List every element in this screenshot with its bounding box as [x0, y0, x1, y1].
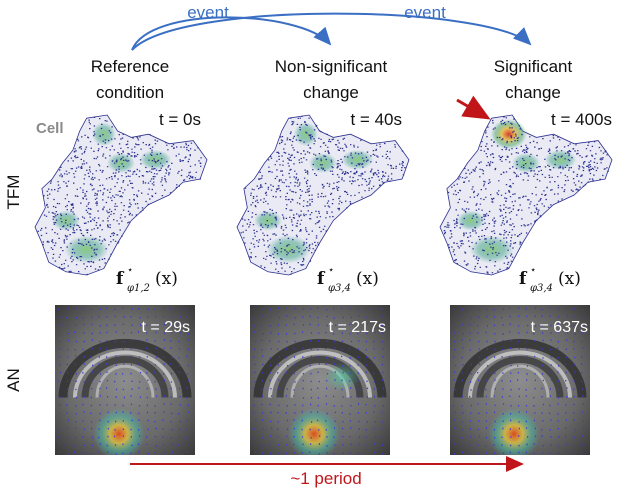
row-label-an: AN [4, 368, 23, 392]
svg-text:f: f [116, 269, 125, 289]
cell-label: Cell [36, 120, 64, 137]
force-blob [91, 122, 116, 147]
an-panels [55, 305, 590, 455]
tfm-time-2: t = 400s [551, 110, 612, 129]
an-hotspot [488, 408, 540, 455]
heading-significant-line2: change [505, 83, 561, 102]
tfm-panel-2 [439, 114, 613, 276]
an-grid-points [453, 307, 585, 455]
svg-text:φ1,2: φ1,2 [127, 283, 150, 294]
an-hotspot [288, 408, 340, 455]
tissue-fold [58, 338, 192, 398]
tissue-fold [476, 356, 564, 398]
force-blob [139, 149, 172, 170]
an-time-1: t = 217s [329, 319, 386, 336]
an-panel-0 [55, 305, 195, 455]
an-blob [324, 363, 360, 391]
force-blob [64, 235, 109, 264]
significant-change-pointer [456, 95, 491, 120]
column-headings: Reference condition Non-significant chan… [91, 57, 573, 102]
heading-reference-line2: condition [96, 83, 164, 102]
an-panel-1 [250, 305, 390, 455]
tfm-time-0: t = 0s [159, 110, 201, 129]
mesh-points [443, 116, 609, 274]
svg-text:f: f [317, 269, 326, 289]
svg-text:φ3,4: φ3,4 [328, 283, 351, 294]
cell-outline [439, 114, 613, 276]
svg-text:φ3,4: φ3,4 [530, 283, 553, 294]
cell-outline [236, 114, 410, 276]
event-arrow-2 [131, 12, 532, 51]
an-time-0: t = 29s [142, 319, 190, 336]
svg-text:⋆: ⋆ [127, 265, 133, 276]
tfm-time-1: t = 40s [350, 110, 402, 129]
heading-nonsignificant-line1: Non-significant [275, 57, 388, 76]
mesh-points [37, 116, 202, 276]
tissue-fold [81, 356, 169, 398]
force-blob [456, 210, 485, 231]
tissue-fold [253, 338, 387, 398]
event-arrows: event event [131, 3, 532, 51]
event-label-1: event [187, 3, 229, 22]
force-blob [266, 235, 311, 264]
tissue-fold [453, 338, 587, 398]
event-arrow-1 [131, 16, 332, 51]
heading-nonsignificant-line2: change [303, 83, 359, 102]
force-blob [544, 149, 577, 170]
tissue-fold [268, 350, 372, 398]
svg-text:(x): (x) [356, 269, 379, 289]
an-time-2: t = 637s [531, 319, 588, 336]
force-blob [341, 149, 374, 170]
an-grid-points [253, 307, 384, 455]
force-blob [293, 122, 318, 147]
tfm-panel-1 [236, 114, 410, 276]
tfm-panel-0 [34, 114, 208, 276]
tissue-fold [490, 364, 550, 398]
force-blob [107, 153, 135, 173]
svg-text:⋆: ⋆ [328, 265, 334, 276]
tissue-fold [73, 350, 177, 398]
an-panel-2 [450, 305, 590, 455]
formula-2: f ⋆ φ3,4 (x) [519, 265, 581, 294]
row-label-tfm: TFM [4, 175, 23, 210]
force-blob [309, 153, 337, 173]
an-grid-points [58, 307, 190, 455]
svg-text:(x): (x) [558, 269, 581, 289]
formula-0: f ⋆ φ1,2 (x) [116, 265, 178, 294]
svg-text:⋆: ⋆ [530, 265, 536, 276]
svg-text:(x): (x) [155, 269, 178, 289]
formula-1: f ⋆ φ3,4 (x) [317, 265, 379, 294]
event-label-2: event [404, 3, 446, 22]
mesh-points [240, 115, 406, 275]
heading-reference-line1: Reference [91, 57, 169, 76]
svg-text:f: f [519, 269, 528, 289]
an-hotspot [93, 408, 145, 455]
heading-significant-line1: Significant [494, 57, 573, 76]
tissue-fold [468, 350, 572, 398]
tissue-fold [95, 364, 155, 398]
force-hotspot [490, 119, 527, 150]
tfm-panels [34, 114, 613, 276]
period-label: ~1 period [290, 469, 361, 488]
force-blob [469, 235, 514, 264]
